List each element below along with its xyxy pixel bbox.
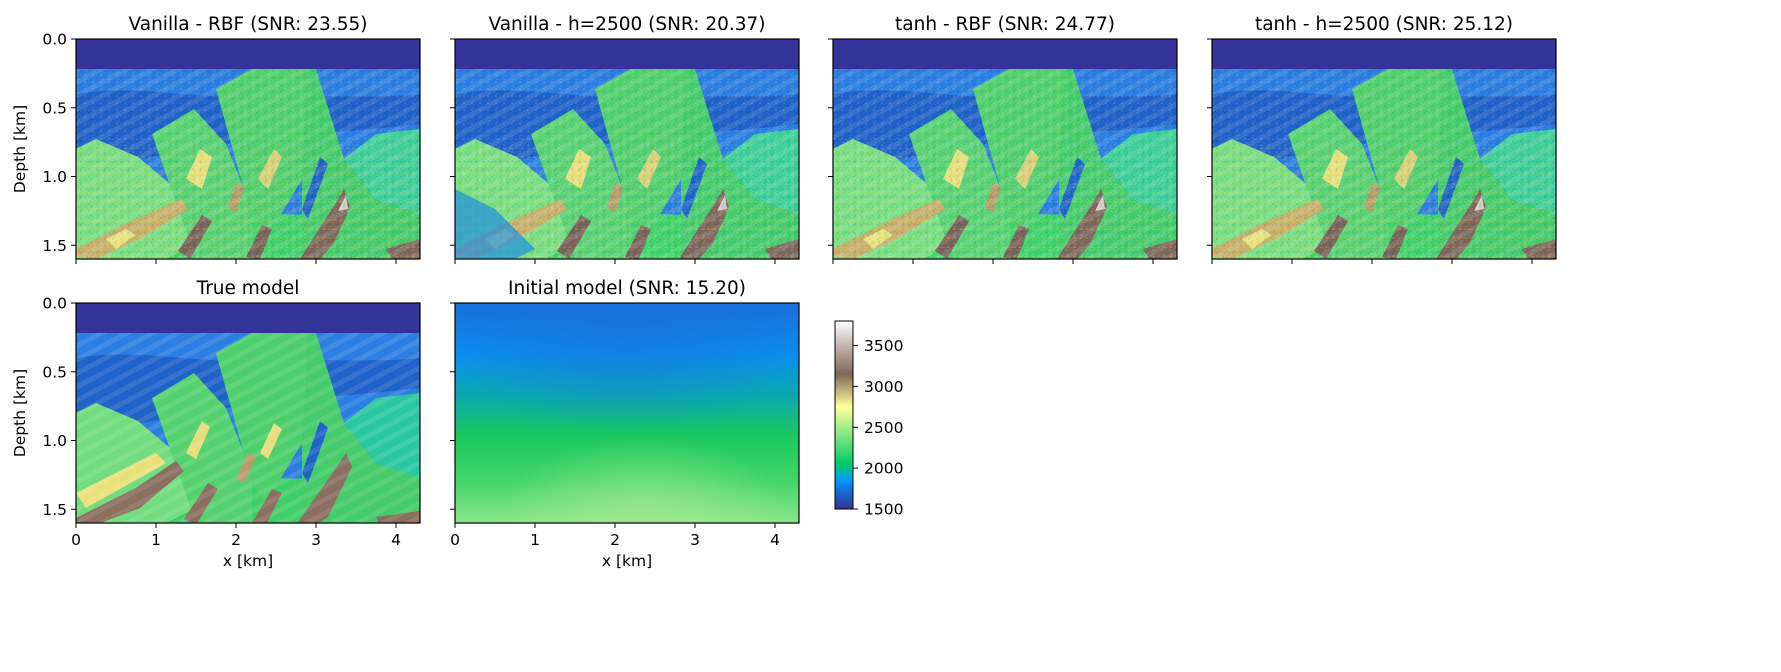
- heatmap-image: [455, 303, 799, 523]
- colorbar-gradient: [834, 320, 854, 510]
- y-tick-label: 1.0: [42, 168, 67, 186]
- colorbar-tick-label: 2500: [864, 419, 903, 437]
- y-axis-label: Depth [km]: [11, 105, 29, 193]
- y-tick-label: 0.5: [42, 363, 67, 381]
- panel-title: tanh - RBF (SNR: 24.77): [895, 14, 1115, 35]
- axes-frame: [75, 302, 421, 524]
- heatmap-image: [76, 303, 420, 523]
- x-tick-label: 0: [450, 531, 460, 549]
- x-tick-label: 1: [151, 531, 161, 549]
- heatmap-image: [76, 39, 420, 259]
- y-tick-label: 1.0: [42, 432, 67, 450]
- y-tick-label: 0.0: [42, 31, 67, 49]
- x-tick-label: 3: [311, 531, 321, 549]
- x-tick-label: 4: [391, 531, 401, 549]
- axes-frame: [1211, 38, 1557, 260]
- y-tick-label: 0.5: [42, 99, 67, 117]
- colorbar-tick-label: 2000: [864, 460, 903, 478]
- panel-2: Vanilla - h=2500 (SNR: 20.37): [450, 14, 800, 264]
- axes-frame: [832, 38, 1178, 260]
- x-tick-label: 1: [530, 531, 540, 549]
- colorbar-tick-label: 3000: [864, 378, 903, 396]
- panel-title: True model: [196, 278, 300, 299]
- panel-5: 0 1 2 3 4 0.0 0.5 1.0 1.5 True model Depth [km] x […: [11, 278, 421, 570]
- y-tick-label: 0.0: [42, 295, 67, 313]
- panel-title: tanh - h=2500 (SNR: 25.12): [1255, 14, 1513, 35]
- x-axis-label: x [km]: [602, 552, 652, 570]
- panel-title: Vanilla - RBF (SNR: 23.55): [129, 14, 368, 35]
- x-tick-label: 4: [770, 531, 780, 549]
- y-tick-label: 1.5: [42, 237, 67, 255]
- heatmap-image: [1212, 39, 1556, 259]
- x-tick-label: 3: [690, 531, 700, 549]
- y-axis-label: Depth [km]: [11, 369, 29, 457]
- panel-3: tanh - RBF (SNR: 24.77): [828, 14, 1178, 264]
- axes-frame: [454, 302, 800, 524]
- x-tick-label: 2: [610, 531, 620, 549]
- panel-title: Initial model (SNR: 15.20): [508, 278, 746, 299]
- panel-4: tanh - h=2500 (SNR: 25.12): [1207, 14, 1557, 264]
- x-tick-label: 0: [71, 531, 81, 549]
- y-tick-label: 1.5: [42, 501, 67, 519]
- panel-6: 0 1 2 3 4 Initial model (SNR: 15.20) x [km]: [450, 278, 800, 570]
- x-axis-label: x [km]: [223, 552, 273, 570]
- colorbar-ticks: 1500 2000 2500 3000 3500: [853, 337, 903, 519]
- heatmap-image: [833, 39, 1177, 259]
- colorbar-tick-label: 3500: [864, 337, 903, 355]
- panel-title: Vanilla - h=2500 (SNR: 20.37): [488, 14, 765, 35]
- axes-frame: [454, 38, 800, 260]
- heatmap-image: [455, 39, 799, 259]
- colorbar-tick-label: 1500: [864, 501, 903, 519]
- colorbar: 1500 2000 2500 3000 3500: [834, 320, 903, 519]
- x-tick-label: 2: [231, 531, 241, 549]
- panel-1: 0.0 0.5 1.0 1.5 Vanilla - RBF (SNR: 23.55) De…: [11, 14, 421, 264]
- axes-frame: [75, 38, 421, 260]
